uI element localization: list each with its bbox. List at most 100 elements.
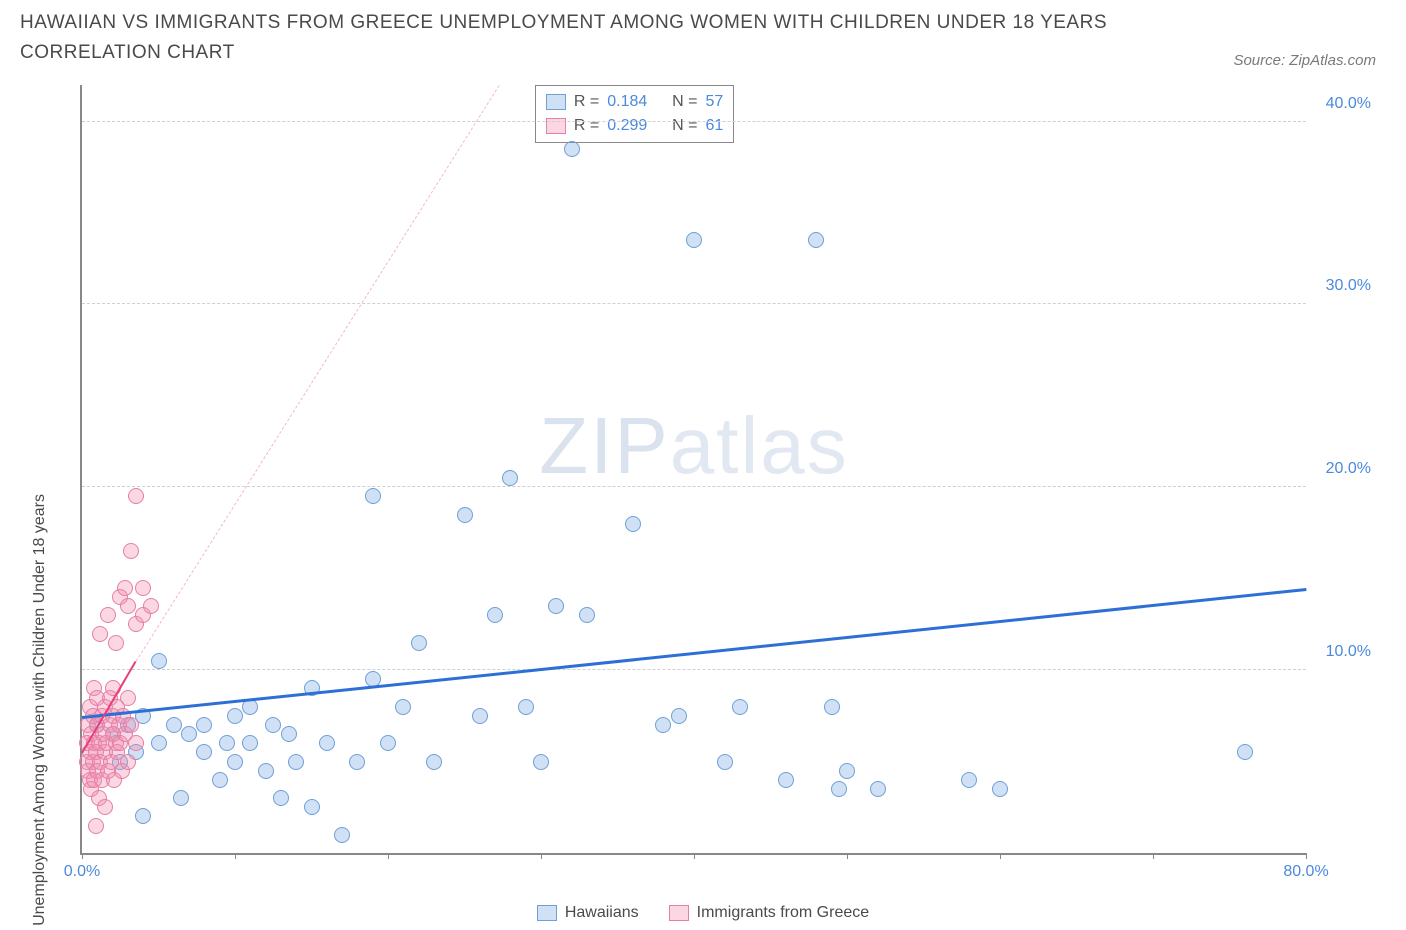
scatter-point xyxy=(123,717,139,733)
scatter-point xyxy=(173,790,189,806)
x-tick xyxy=(1153,853,1154,859)
scatter-point xyxy=(961,772,977,788)
scatter-point xyxy=(117,580,133,596)
scatter-point xyxy=(151,735,167,751)
stats-row: R = 0.184 N = 57 xyxy=(546,90,723,114)
scatter-point xyxy=(426,754,442,770)
stat-label: N = xyxy=(672,114,697,138)
scatter-point xyxy=(533,754,549,770)
legend-swatch xyxy=(537,905,557,921)
y-tick-label: 40.0% xyxy=(1326,95,1371,113)
x-tick xyxy=(82,853,83,859)
legend-label: Immigrants from Greece xyxy=(697,904,869,922)
scatter-point xyxy=(319,735,335,751)
trend-line xyxy=(135,85,499,662)
x-tick xyxy=(388,853,389,859)
x-tick xyxy=(1306,853,1307,859)
scatter-point xyxy=(564,141,580,157)
scatter-point xyxy=(273,790,289,806)
legend-item: Immigrants from Greece xyxy=(669,904,869,922)
scatter-point xyxy=(123,543,139,559)
scatter-point xyxy=(258,763,274,779)
x-tick-label: 80.0% xyxy=(1283,863,1328,881)
scatter-point xyxy=(166,717,182,733)
stat-value: 57 xyxy=(706,90,724,114)
chart-container: Unemployment Among Women with Children U… xyxy=(50,85,1376,885)
scatter-point xyxy=(732,699,748,715)
scatter-point xyxy=(227,754,243,770)
scatter-point xyxy=(227,708,243,724)
x-tick-label: 0.0% xyxy=(64,863,100,881)
scatter-point xyxy=(518,699,534,715)
scatter-point xyxy=(625,516,641,532)
scatter-point xyxy=(288,754,304,770)
scatter-point xyxy=(281,726,297,742)
chart-title: HAWAIIAN VS IMMIGRANTS FROM GREECE UNEMP… xyxy=(20,8,1120,69)
gridline xyxy=(82,486,1306,487)
stat-label: R = xyxy=(574,90,599,114)
scatter-point xyxy=(135,808,151,824)
stats-row: R = 0.299 N = 61 xyxy=(546,114,723,138)
scatter-point xyxy=(686,232,702,248)
watermark: ZIPatlas xyxy=(539,400,848,492)
stat-value: 0.299 xyxy=(607,114,647,138)
scatter-point xyxy=(395,699,411,715)
x-tick xyxy=(541,853,542,859)
legend-label: Hawaiians xyxy=(565,904,639,922)
x-tick xyxy=(1000,853,1001,859)
y-tick-label: 20.0% xyxy=(1326,460,1371,478)
scatter-point xyxy=(472,708,488,724)
scatter-point xyxy=(1237,744,1253,760)
stat-label: R = xyxy=(574,114,599,138)
gridline xyxy=(82,669,1306,670)
stat-value: 61 xyxy=(706,114,724,138)
y-tick-label: 10.0% xyxy=(1326,643,1371,661)
scatter-point xyxy=(196,744,212,760)
scatter-point xyxy=(219,735,235,751)
legend-swatch xyxy=(669,905,689,921)
scatter-point xyxy=(135,580,151,596)
legend-swatch xyxy=(546,94,566,110)
scatter-point xyxy=(831,781,847,797)
scatter-point xyxy=(808,232,824,248)
scatter-point xyxy=(151,653,167,669)
scatter-point xyxy=(870,781,886,797)
scatter-point xyxy=(181,726,197,742)
stat-label: N = xyxy=(672,90,697,114)
scatter-point xyxy=(108,635,124,651)
scatter-point xyxy=(380,735,396,751)
legend: Hawaiians Immigrants from Greece xyxy=(0,904,1406,922)
scatter-point xyxy=(778,772,794,788)
scatter-point xyxy=(548,598,564,614)
y-tick-label: 30.0% xyxy=(1326,277,1371,295)
stats-box: R = 0.184 N = 57 R = 0.299 N = 61 xyxy=(535,85,734,143)
scatter-point xyxy=(120,754,136,770)
x-tick xyxy=(694,853,695,859)
scatter-point xyxy=(334,827,350,843)
stat-value: 0.184 xyxy=(607,90,647,114)
scatter-point xyxy=(242,735,258,751)
scatter-point xyxy=(100,607,116,623)
scatter-point xyxy=(128,735,144,751)
scatter-point xyxy=(839,763,855,779)
scatter-point xyxy=(120,598,136,614)
trend-line xyxy=(82,588,1306,719)
scatter-point xyxy=(457,507,473,523)
scatter-point xyxy=(120,690,136,706)
scatter-point xyxy=(304,799,320,815)
scatter-point xyxy=(671,708,687,724)
scatter-point xyxy=(265,717,281,733)
scatter-point xyxy=(212,772,228,788)
scatter-point xyxy=(365,488,381,504)
scatter-point xyxy=(579,607,595,623)
scatter-point xyxy=(717,754,733,770)
scatter-point xyxy=(487,607,503,623)
scatter-point xyxy=(196,717,212,733)
scatter-point xyxy=(411,635,427,651)
scatter-point xyxy=(128,488,144,504)
legend-item: Hawaiians xyxy=(537,904,639,922)
scatter-point xyxy=(92,626,108,642)
scatter-point xyxy=(349,754,365,770)
x-tick xyxy=(847,853,848,859)
x-tick xyxy=(235,853,236,859)
